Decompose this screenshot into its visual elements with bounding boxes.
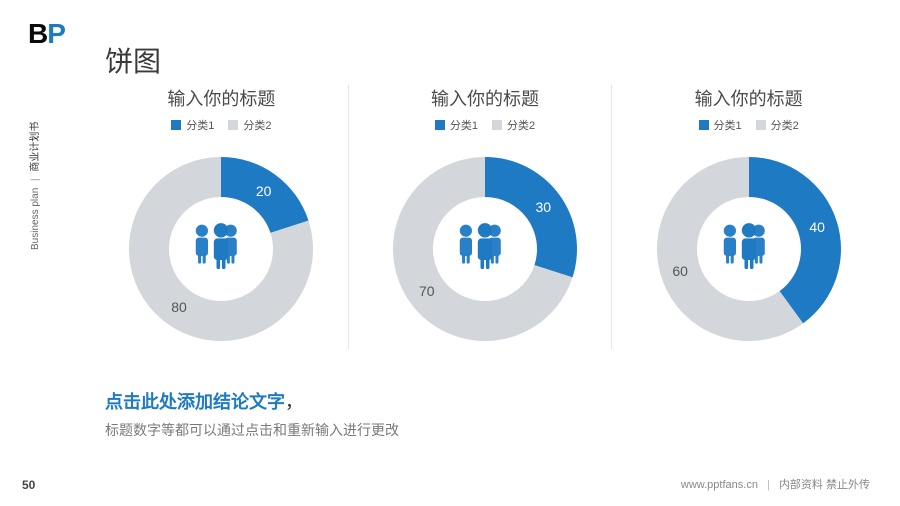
legend-swatch xyxy=(435,120,445,130)
legend-swatch xyxy=(699,120,709,130)
side-label-zh: 商业计划书 xyxy=(30,122,41,172)
footer-note: 内部资料 禁止外传 xyxy=(779,479,870,491)
segment-value-label: 30 xyxy=(535,199,551,215)
legend-label: 分类2 xyxy=(243,117,271,133)
donut-center-icon xyxy=(190,215,253,283)
footer-url: www.pptfans.cn xyxy=(681,479,758,491)
chart-legend: 分类1 分类2 xyxy=(369,117,602,133)
chart-block: 输入你的标题分类1 分类2 40 60 xyxy=(611,85,875,349)
legend-label: 分类1 xyxy=(450,117,478,133)
conclusion-headline[interactable]: 点击此处添加结论文字， xyxy=(105,388,825,414)
page-number: 50 xyxy=(22,478,35,492)
conclusion-headline-text: 点击此处添加结论文字 xyxy=(105,392,285,412)
side-label-en: Business plan xyxy=(30,188,41,250)
legend-item: 分类2 xyxy=(756,117,799,133)
segment-value-label: 40 xyxy=(809,219,825,235)
legend-swatch xyxy=(228,120,238,130)
side-label: Business plan | 商业计划书 xyxy=(26,122,41,250)
legend-label: 分类2 xyxy=(507,117,535,133)
donut-center-icon xyxy=(454,215,517,283)
conclusion-block[interactable]: 点击此处添加结论文字， 标题数字等都可以通过点击和重新输入进行更改 xyxy=(105,388,825,440)
donut-center-icon xyxy=(717,215,780,283)
conclusion-sub[interactable]: 标题数字等都可以通过点击和重新输入进行更改 xyxy=(105,420,825,440)
legend-item: 分类1 xyxy=(435,117,478,133)
legend-swatch xyxy=(171,120,181,130)
legend-label: 分类1 xyxy=(186,117,214,133)
slide: { "logo": { "left": "B", "right": "P", "… xyxy=(0,0,900,506)
chart-title[interactable]: 输入你的标题 xyxy=(105,85,338,111)
legend-label: 分类1 xyxy=(714,117,742,133)
legend-label: 分类2 xyxy=(771,117,799,133)
chart-block: 输入你的标题分类1分类2 2080 xyxy=(105,85,348,349)
footer: www.pptfans.cn | 内部资料 禁止外传 xyxy=(681,476,870,492)
legend-item: 分类1 xyxy=(171,117,214,133)
chart-legend: 分类1 分类2 xyxy=(105,117,338,133)
logo: BP xyxy=(28,18,65,50)
people-icon xyxy=(717,215,780,278)
legend-item: 分类2 xyxy=(492,117,535,133)
segment-value-label: 20 xyxy=(256,183,272,199)
people-icon xyxy=(190,215,253,278)
people-icon xyxy=(454,215,517,278)
segment-value-label: 70 xyxy=(419,283,435,299)
legend-swatch xyxy=(756,120,766,130)
chart-title[interactable]: 输入你的标题 xyxy=(369,85,602,111)
chart-block: 输入你的标题分类1 分类2 30 70 xyxy=(348,85,612,349)
footer-sep: | xyxy=(767,479,770,491)
donut-wrap: 40 60 xyxy=(649,149,849,349)
donut-wrap: 30 70 xyxy=(385,149,585,349)
conclusion-comma: ， xyxy=(285,392,303,412)
chart-title[interactable]: 输入你的标题 xyxy=(632,85,865,111)
chart-legend: 分类1 分类2 xyxy=(632,117,865,133)
charts-row: 输入你的标题分类1分类2 2080输入你的标题分类1分类2 xyxy=(105,85,875,349)
logo-letter-b: B xyxy=(28,18,47,49)
segment-value-label: 80 xyxy=(171,299,187,315)
page-title[interactable]: 饼图 xyxy=(105,40,161,80)
legend-swatch xyxy=(492,120,502,130)
side-label-sep: | xyxy=(30,178,41,181)
legend-item: 分类2 xyxy=(228,117,271,133)
legend-item: 分类1 xyxy=(699,117,742,133)
logo-letter-p: P xyxy=(47,18,65,49)
segment-value-label: 60 xyxy=(672,263,688,279)
donut-wrap: 2080 xyxy=(121,149,321,349)
